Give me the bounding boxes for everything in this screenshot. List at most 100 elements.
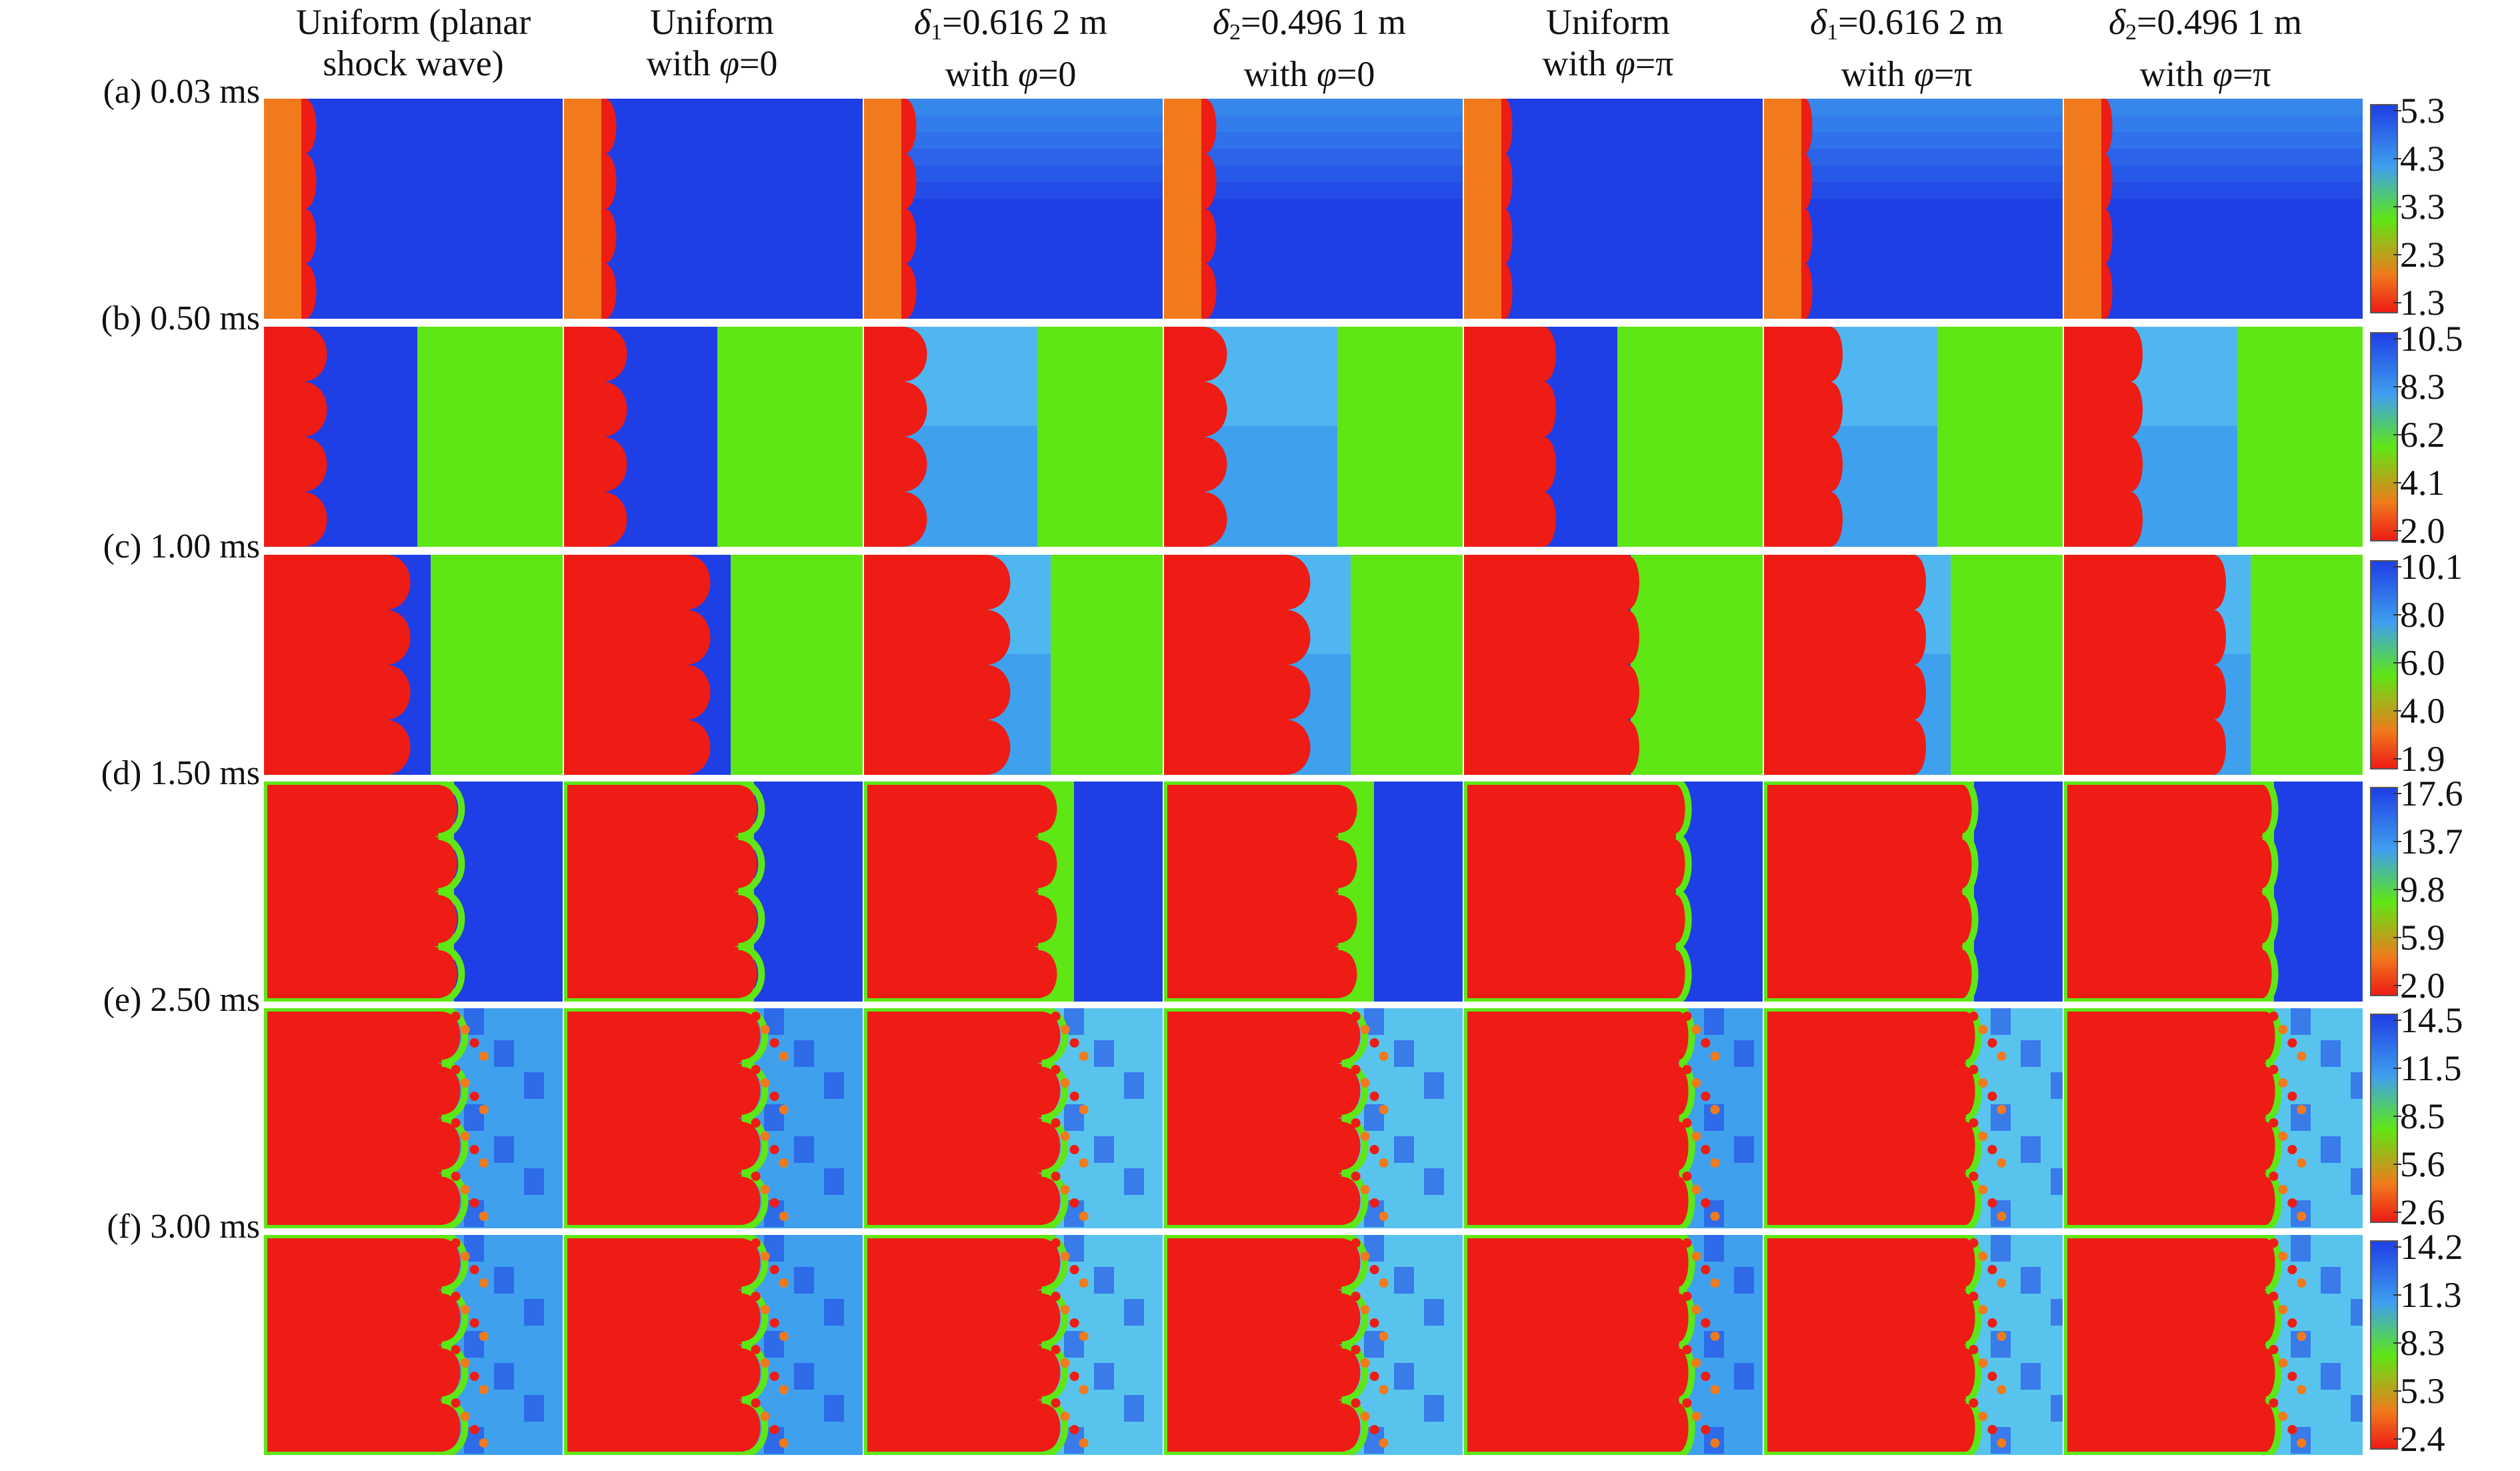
colorbar-ticks-2: 10.5 8.3 6.2 4.1 2.0 — [2393, 320, 2513, 551]
colorbar-tick-label: 1.3 — [2393, 283, 2445, 323]
colorbar-tick-label: 9.8 — [2393, 870, 2445, 910]
row-label-2: (b) 0.50 ms — [101, 299, 260, 337]
flow-field-panel — [1764, 782, 2063, 1002]
flow-field-panel — [1464, 555, 1763, 775]
colorbar-tick-label: 10.5 — [2393, 319, 2463, 359]
flow-field-panel — [2064, 782, 2363, 1002]
colorbar-tick-label: 8.3 — [2393, 1323, 2445, 1363]
flow-field-panel — [2064, 555, 2363, 775]
colorbar-6 — [2370, 1240, 2398, 1450]
panel-row-6 — [264, 1235, 2363, 1455]
column-header-line1: Uniform (planar — [295, 2, 531, 42]
flow-field-panel — [2064, 1008, 2363, 1228]
column-header-2: Uniform with φ=0 — [563, 1, 861, 84]
flow-field-panel — [564, 327, 863, 547]
flow-field-panel — [864, 555, 1163, 775]
colorbar-tick-label: 4.0 — [2393, 691, 2445, 731]
colorbar-5 — [2370, 1014, 2398, 1223]
flow-field-panel — [564, 1008, 863, 1228]
column-header-line2: with φ=0 — [945, 54, 1077, 94]
colorbar-tick-label: 11.3 — [2393, 1275, 2462, 1315]
column-header-line1: δ1=0.616 2 m — [913, 2, 1108, 45]
panel-row-2 — [264, 327, 2363, 547]
row-label-1: (a) 0.03 ms — [103, 73, 260, 111]
colorbar-tick-label: 8.3 — [2393, 367, 2445, 407]
column-header-line2: with φ=π — [1841, 54, 1973, 94]
flow-field-panel — [864, 99, 1163, 319]
flow-field-panel — [1764, 327, 2063, 547]
flow-field-panel — [1464, 99, 1763, 319]
panel-row-1 — [264, 99, 2363, 319]
flow-field-panel — [264, 782, 563, 1002]
column-header-4: δ2=0.496 1 m with φ=0 — [1160, 1, 1459, 95]
flow-field-panel — [264, 1235, 563, 1455]
colorbar-tick-label: 5.9 — [2393, 918, 2445, 958]
colorbar-3 — [2370, 560, 2398, 770]
flow-field-panel — [264, 1008, 563, 1228]
colorbar-1 — [2370, 104, 2398, 313]
flow-field-panel — [864, 327, 1163, 547]
column-headers: Uniform (planar shock wave) Uniform with φ=… — [0, 0, 2520, 100]
column-header-3: δ1=0.616 2 m with φ=0 — [861, 1, 1160, 95]
flow-field-panel — [1164, 782, 1463, 1002]
flow-field-panel — [2064, 99, 2363, 319]
colorbar-ticks-1: 5.3 4.3 3.3 2.3 1.3 — [2393, 92, 2513, 323]
colorbar-tick-label: 2.4 — [2393, 1419, 2445, 1459]
flow-field-panel — [1464, 327, 1763, 547]
column-header-line1: δ2=0.496 1 m — [2108, 2, 2303, 45]
flow-field-panel — [1764, 555, 2063, 775]
colorbar-tick-label: 8.5 — [2393, 1096, 2445, 1136]
colorbar-tick-label: 8.0 — [2393, 595, 2445, 635]
colorbar-tick-label: 11.5 — [2393, 1048, 2462, 1088]
colorbar-tick-label: 6.2 — [2393, 415, 2445, 455]
column-header-line2: with φ=π — [2139, 54, 2271, 94]
row-label-6: (f) 3.00 ms — [107, 1208, 260, 1246]
column-header-line1: δ2=0.496 1 m — [1212, 2, 1407, 45]
colorbar-tick-label: 10.1 — [2393, 547, 2463, 587]
colorbar-tick-label: 6.0 — [2393, 643, 2445, 683]
flow-field-panel — [1764, 99, 2063, 319]
flow-field-panel — [864, 1235, 1163, 1455]
flow-field-panel — [264, 327, 563, 547]
flow-field-panel — [864, 782, 1163, 1002]
colorbar-tick-label: 2.0 — [2393, 511, 2445, 551]
flow-field-panel — [1164, 1235, 1463, 1455]
column-header-7: δ2=0.496 1 m with φ=π — [2056, 1, 2355, 95]
row-label-5: (e) 2.50 ms — [103, 981, 260, 1019]
flow-field-panel — [564, 782, 863, 1002]
flow-field-panel — [564, 555, 863, 775]
column-header-line2: with φ=0 — [646, 43, 778, 83]
panel-row-5 — [264, 1008, 2363, 1228]
colorbar-ticks-4: 17.6 13.7 9.8 5.9 2.0 — [2393, 775, 2513, 1006]
colorbar-ticks-3: 10.1 8.0 6.0 4.0 1.9 — [2393, 548, 2513, 778]
colorbar-tick-label: 17.6 — [2393, 774, 2463, 814]
flow-field-panel — [1464, 1008, 1763, 1228]
colorbar-tick-label: 14.2 — [2393, 1227, 2463, 1267]
colorbar-tick-label: 2.0 — [2393, 966, 2445, 1006]
colorbar-tick-label: 2.3 — [2393, 235, 2445, 275]
colorbar-tick-label: 3.3 — [2393, 187, 2445, 227]
flow-field-panel — [264, 555, 563, 775]
colorbar-tick-label: 4.1 — [2393, 463, 2445, 503]
column-header-line2: with φ=π — [1542, 43, 1674, 83]
colorbar-tick-label: 5.6 — [2393, 1144, 2445, 1184]
flow-field-panel — [1464, 782, 1763, 1002]
colorbar-tick-label: 2.6 — [2393, 1192, 2445, 1232]
flow-field-panel — [564, 1235, 863, 1455]
row-label-3: (c) 1.00 ms — [103, 527, 260, 565]
flow-field-panel — [1764, 1008, 2063, 1228]
colorbar-tick-label: 5.3 — [2393, 1371, 2445, 1411]
flow-field-panel — [1164, 555, 1463, 775]
flow-field-panel — [564, 99, 863, 319]
colorbar-2 — [2370, 332, 2398, 541]
flow-field-panel — [1164, 1008, 1463, 1228]
panel-row-4 — [264, 782, 2363, 1002]
column-header-1: Uniform (planar shock wave) — [264, 1, 563, 84]
colorbar-tick-label: 13.7 — [2393, 822, 2463, 862]
colorbar-4 — [2370, 787, 2398, 996]
column-header-5: Uniform with φ=π — [1459, 1, 1757, 84]
flow-field-panel — [864, 1008, 1163, 1228]
column-header-line1: Uniform — [650, 2, 774, 42]
colorbar-tick-label: 4.3 — [2393, 139, 2445, 179]
flow-field-panel — [264, 99, 563, 319]
